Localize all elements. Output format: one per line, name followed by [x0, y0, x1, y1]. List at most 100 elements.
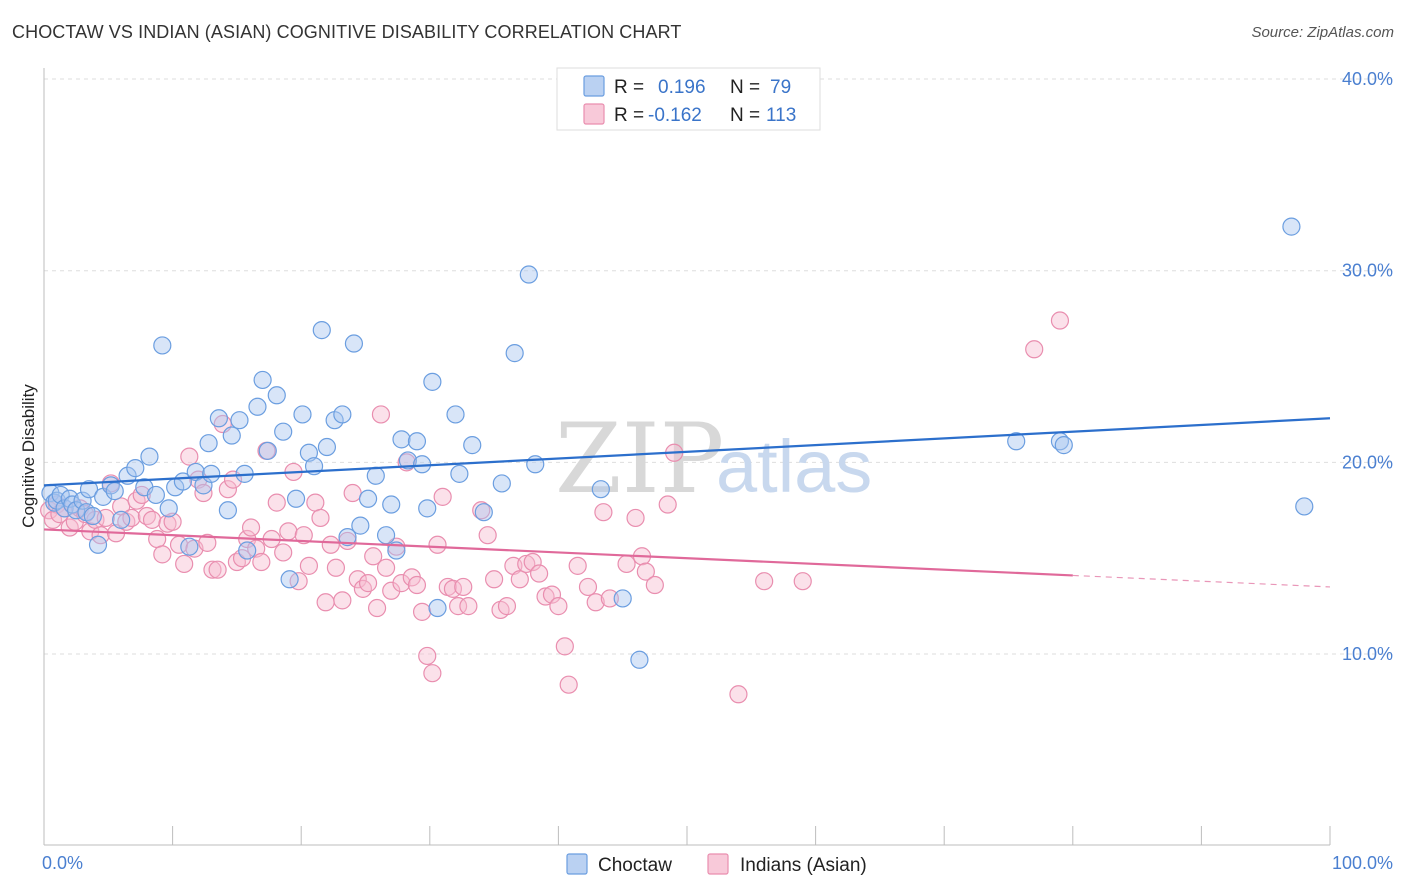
indian-point — [367, 598, 387, 618]
legend-r-label-indian: R = — [614, 105, 644, 126]
indian-point — [267, 493, 286, 512]
indian-point — [418, 646, 437, 666]
indian-point — [636, 562, 655, 581]
indian-point — [153, 545, 172, 564]
chart-title: CHOCTAW VS INDIAN (ASIAN) COGNITIVE DISA… — [12, 22, 682, 42]
bottom-legend-swatch-choctaw — [566, 853, 588, 875]
choctaw-point — [1007, 432, 1026, 451]
indian-point — [289, 572, 308, 591]
indian-point — [326, 558, 346, 577]
watermark: ZIP atlas — [555, 403, 872, 515]
legend-swatch-choctaw — [583, 75, 605, 97]
choctaw-point — [79, 480, 99, 499]
choctaw-point — [392, 430, 411, 449]
indian-point — [755, 572, 774, 591]
x-tick-label: 0.0% — [42, 853, 83, 873]
indian-point — [559, 675, 578, 694]
choctaw-point — [267, 386, 286, 405]
choctaw-point — [126, 459, 145, 478]
legend-n-label-choctaw: N = — [730, 77, 760, 98]
indian-point — [127, 491, 146, 510]
bottom-legend-label-choctaw: Choctaw — [598, 855, 672, 876]
indian-point — [343, 483, 362, 503]
choctaw-point — [1295, 497, 1314, 516]
indian-point — [523, 552, 542, 572]
choctaw-point — [474, 503, 493, 522]
indian-point — [407, 575, 427, 595]
indian-point — [568, 556, 587, 575]
choctaw-point — [382, 495, 401, 514]
choctaw-point — [358, 489, 378, 508]
legend-n-value-indian: 113 — [766, 105, 796, 126]
legend: R = 0.196 N = 79 R = -0.162 N = 113 — [556, 67, 821, 131]
indian-point — [517, 554, 536, 574]
indian-point — [555, 637, 574, 656]
indian-point — [241, 518, 261, 537]
indian-point — [316, 593, 335, 612]
indian-point — [510, 570, 529, 589]
indian-point — [478, 526, 497, 545]
indian-point — [600, 589, 619, 608]
choctaw-point — [209, 409, 228, 428]
choctaw-point — [344, 334, 364, 353]
indian-point — [163, 512, 182, 531]
indian-point — [658, 495, 677, 514]
indian-point — [358, 574, 378, 593]
indian-point — [392, 574, 411, 593]
choctaw-point — [159, 499, 178, 518]
axes — [43, 68, 1331, 846]
indian-point — [333, 591, 352, 610]
choctaw-point — [1054, 436, 1073, 455]
indian-point — [299, 556, 319, 575]
choctaw-point — [317, 437, 337, 457]
choctaw-point — [238, 541, 257, 560]
choctaw-point — [591, 480, 610, 499]
choctaw-point — [428, 598, 447, 618]
indian-point — [279, 522, 298, 541]
choctaw-point — [351, 516, 370, 535]
tick-labels: 10.0% 20.0% 30.0% 40.0% 0.0% 100.0% — [42, 69, 1393, 873]
indian-point — [1025, 340, 1044, 359]
indian-point — [454, 577, 473, 597]
indian-point — [459, 597, 478, 616]
indian-point — [142, 510, 162, 529]
indian-point — [645, 575, 664, 595]
indian-point — [594, 503, 613, 522]
indian-point — [530, 564, 549, 583]
indian-point — [194, 483, 213, 503]
indian-point — [617, 554, 636, 574]
trend-lines — [43, 417, 1331, 588]
indian-point — [353, 579, 373, 598]
choctaw-point — [1282, 217, 1301, 236]
indian-point — [1050, 311, 1070, 330]
choctaw-point — [407, 432, 427, 451]
indian-point — [321, 535, 340, 554]
choctaw-point — [613, 589, 632, 608]
indian-point — [274, 543, 293, 562]
indian-point — [387, 537, 406, 556]
legend-r-value-indian: -0.162 — [648, 105, 702, 126]
legend-n-value-choctaw: 79 — [770, 77, 791, 98]
series-choctaw-points — [41, 217, 1314, 669]
choctaw-point — [630, 650, 649, 669]
choctaw-point — [505, 344, 524, 363]
indian-point — [578, 577, 598, 597]
choctaw-point — [146, 485, 165, 505]
choctaw-point — [299, 443, 319, 462]
indian-point — [348, 570, 367, 589]
choctaw-point — [312, 321, 331, 340]
indian-point — [485, 570, 504, 589]
choctaw-point — [230, 411, 249, 430]
choctaw-point — [83, 506, 102, 526]
y-tick-label: 10.0% — [1342, 644, 1393, 664]
indian-point — [294, 526, 313, 545]
indian-point — [433, 487, 452, 506]
gridlines — [44, 78, 1392, 655]
indian-point — [175, 554, 194, 574]
legend-r-value-choctaw: 0.196 — [658, 77, 706, 98]
choctaw-point — [202, 464, 221, 483]
indian-point — [542, 585, 562, 604]
choctaw-point — [253, 370, 272, 390]
indian-point — [423, 664, 442, 683]
choctaw-point — [88, 535, 108, 554]
